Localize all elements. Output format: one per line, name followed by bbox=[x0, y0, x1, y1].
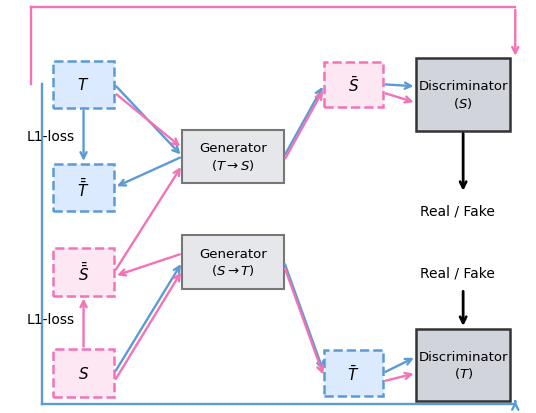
Text: Generator
$(T\rightarrow S)$: Generator $(T\rightarrow S)$ bbox=[199, 142, 267, 172]
Text: $\bar{S}$: $\bar{S}$ bbox=[348, 76, 359, 95]
Bar bbox=[182, 235, 284, 289]
Bar bbox=[416, 329, 510, 401]
Bar bbox=[324, 62, 383, 108]
Bar bbox=[53, 62, 114, 109]
Bar bbox=[53, 249, 114, 296]
Text: L1-loss: L1-loss bbox=[26, 130, 75, 143]
Text: Generator
$(S\rightarrow T)$: Generator $(S\rightarrow T)$ bbox=[199, 247, 267, 277]
Text: $\bar{T}$: $\bar{T}$ bbox=[347, 364, 360, 383]
Text: Real / Fake: Real / Fake bbox=[420, 204, 495, 218]
Text: Discriminator
$(T)$: Discriminator $(T)$ bbox=[419, 350, 508, 380]
Bar bbox=[416, 59, 510, 131]
Text: $S$: $S$ bbox=[78, 365, 89, 381]
Text: L1-loss: L1-loss bbox=[26, 313, 75, 327]
Text: Discriminator
$(S)$: Discriminator $(S)$ bbox=[419, 80, 508, 111]
Text: $\bar{\bar{S}}$: $\bar{\bar{S}}$ bbox=[78, 261, 89, 283]
Bar bbox=[53, 349, 114, 397]
Bar bbox=[182, 131, 284, 184]
Text: $\bar{\bar{T}}$: $\bar{\bar{T}}$ bbox=[77, 177, 90, 199]
Text: $T$: $T$ bbox=[77, 77, 90, 93]
Bar bbox=[324, 351, 383, 396]
Text: Real / Fake: Real / Fake bbox=[420, 266, 495, 279]
Bar bbox=[53, 164, 114, 211]
